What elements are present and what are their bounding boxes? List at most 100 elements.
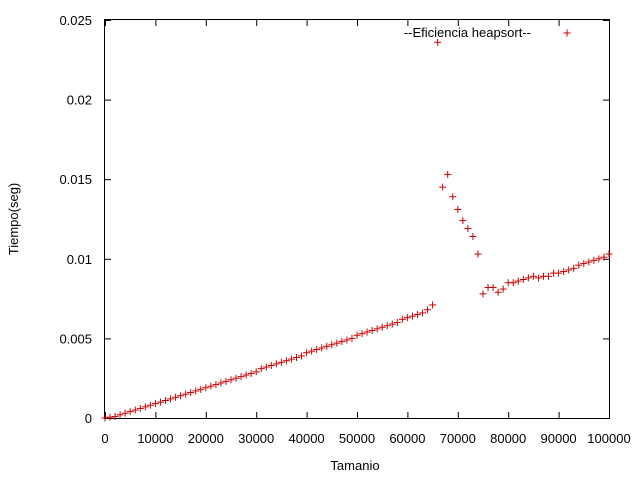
x-axis-label: Tamanio [330,458,379,473]
data-point [313,346,321,354]
data-point [454,205,462,213]
data-point [600,253,608,261]
data-point [368,326,376,334]
data-point [338,338,346,346]
data-point [116,411,124,419]
data-point [202,384,210,392]
data-point [151,400,159,408]
x-tick-label: 0 [101,431,108,446]
data-point [156,398,164,406]
data-point [277,358,285,366]
data-point [101,414,109,422]
data-point [524,274,532,282]
data-point [212,381,220,389]
data-point [529,272,537,280]
data-point [469,233,477,241]
data-point [282,357,290,365]
data-point [585,258,593,266]
data-point [580,260,588,268]
data-point [459,217,467,225]
data-point [192,387,200,395]
x-tick-label: 60000 [389,431,425,446]
data-point [262,363,270,371]
data-point [358,330,366,338]
data-point [136,404,144,412]
data-point [393,318,401,326]
data-point [242,371,250,379]
data-point [605,250,613,258]
data-point [479,290,487,298]
data-point [565,266,573,274]
data-point [237,373,245,381]
tick-labels: 0 10000 20000 30000 40000 50000 60000 70000 8000… [59,13,630,446]
data-point [595,255,603,263]
legend-label: --Eficiencia heapsort-- [404,25,531,40]
data-point [348,334,356,342]
data-point [429,301,437,309]
data-point [172,393,180,401]
plot-frame [104,19,610,419]
data-point [403,314,411,322]
data-point [363,328,371,336]
data-point [252,368,260,376]
data-point [121,409,129,417]
data-point [293,354,301,362]
data-point [146,401,154,409]
data-point [575,261,583,269]
data-point [197,385,205,393]
x-tick-label: 100000 [587,431,630,446]
y-tick-label: 0.005 [59,331,92,346]
x-tick-label: 30000 [238,431,274,446]
data-point [257,365,265,373]
data-point [499,285,507,293]
data-point [131,406,139,414]
data-point [187,389,195,397]
data-point [272,360,280,368]
data-point [570,264,578,272]
data-point [177,392,185,400]
y-tick-label: 0.015 [59,172,92,187]
y-tick-label: 0.01 [67,252,92,267]
data-point [353,331,361,339]
data-point [489,283,497,291]
y-tick-label: 0 [85,411,92,426]
data-point [167,395,175,403]
data-point [318,344,326,352]
legend: --Eficiencia heapsort-- [404,25,571,40]
data-point [419,309,427,317]
data-point [439,183,447,191]
data-point [232,374,240,382]
data-point [413,311,421,319]
data-point [519,275,527,283]
legend-marker [563,29,571,37]
data-point [464,225,472,233]
data-point [141,403,149,411]
data-point [217,379,225,387]
x-tick-label: 80000 [490,431,526,446]
data-point [444,170,452,178]
data-point [388,320,396,328]
data-point [222,377,230,385]
data-point [328,341,336,349]
x-tick-label: 20000 [188,431,224,446]
data-point [182,390,190,398]
data-point [111,412,119,420]
axis-ticks [105,20,610,419]
data-point [494,288,502,296]
data-point [303,349,311,357]
x-tick-label: 70000 [440,431,476,446]
data-point [333,339,341,347]
data-point [449,193,457,201]
data-point [474,250,482,258]
data-point [373,325,381,333]
y-axis-label: Tiempo(seg) [6,183,21,255]
data-point [545,272,553,280]
data-point [509,279,517,287]
x-tick-label: 50000 [339,431,375,446]
data-point [227,376,235,384]
data-point [267,361,275,369]
data-point [126,408,134,416]
data-points [101,38,613,422]
data-point [298,352,306,360]
